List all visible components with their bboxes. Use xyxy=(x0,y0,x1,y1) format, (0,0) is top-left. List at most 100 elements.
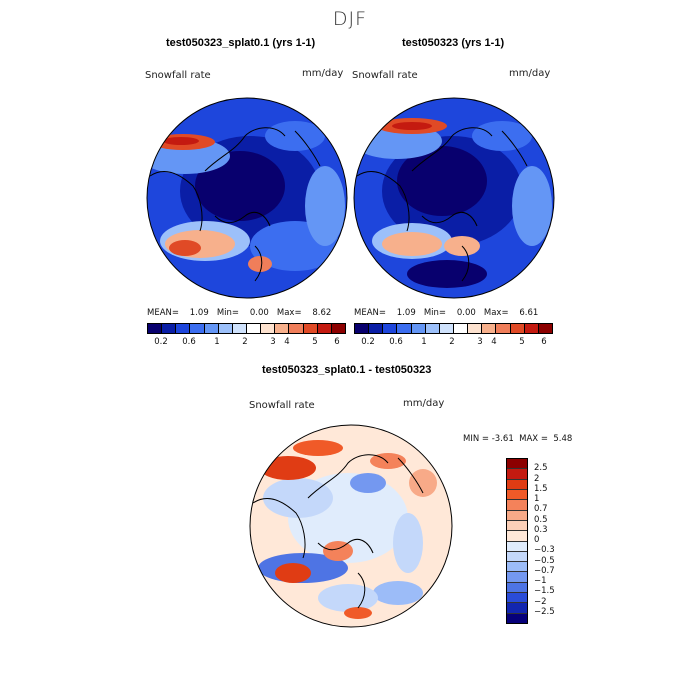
right-tick: 2 xyxy=(449,337,455,347)
colorbar-swatch xyxy=(190,324,205,333)
colorbar-swatch xyxy=(383,324,398,333)
diff-tick: 1 xyxy=(534,494,540,504)
right-tick: 4 xyxy=(491,337,497,347)
colorbar-swatch xyxy=(510,324,525,333)
colorbar-swatch xyxy=(507,531,527,542)
diff-tick: −2 xyxy=(534,597,547,607)
diff-tick: −0.7 xyxy=(534,566,555,576)
colorbar-swatch xyxy=(176,324,191,333)
colorbar-swatch xyxy=(482,324,497,333)
colorbar-swatch xyxy=(507,510,527,521)
right-units-label: mm/day xyxy=(509,68,551,79)
right-variable-label: Snowfall rate xyxy=(352,70,418,81)
left-tick: 0.2 xyxy=(154,337,168,347)
colorbar-swatch xyxy=(538,324,552,333)
diff-units-label: mm/day xyxy=(403,398,445,409)
left-tick: 0.6 xyxy=(182,337,196,347)
right-tick: 0.6 xyxy=(389,337,403,347)
colorbar-swatch xyxy=(148,324,163,333)
colorbar-swatch xyxy=(411,324,426,333)
right-stats-line: MEAN= 1.09 Min= 0.00 Max= 6.61 xyxy=(354,308,539,318)
left-panel-title: test050323_splat0.1 (yrs 1-1) xyxy=(166,37,316,49)
diff-max-label: MAX = xyxy=(519,434,548,444)
colorbar-swatch xyxy=(369,324,384,333)
colorbar-swatch xyxy=(507,582,527,594)
colorbar-swatch xyxy=(507,520,527,532)
diff-tick: −1.5 xyxy=(534,586,555,596)
left-tick: 2 xyxy=(242,337,248,347)
diff-tick: −1 xyxy=(534,576,547,586)
left-tick: 4 xyxy=(284,337,290,347)
left-tick: 3 xyxy=(270,337,276,347)
diff-min-label: MIN = xyxy=(463,434,490,444)
colorbar-swatch xyxy=(397,324,412,333)
diff-tick: −0.5 xyxy=(534,556,555,566)
colorbar-swatch xyxy=(204,324,219,333)
colorbar-swatch xyxy=(246,324,262,333)
right-tick: 5 xyxy=(519,337,525,347)
colorbar-swatch xyxy=(507,541,527,552)
diff-tick: 0.7 xyxy=(534,504,548,514)
colorbar-swatch xyxy=(218,324,233,333)
colorbar-swatch xyxy=(507,489,527,501)
colorbar-swatch xyxy=(425,324,440,333)
right-tick: 0.2 xyxy=(361,337,375,347)
colorbar-swatch xyxy=(507,603,527,614)
left-colorbar xyxy=(147,323,346,334)
diff-colorbar xyxy=(506,458,528,624)
left-colorbar-ticks: 0.2 0.6 1 2 3 4 5 6 xyxy=(147,337,344,349)
right-polar-map xyxy=(353,97,555,299)
diff-polar-map xyxy=(249,424,453,628)
colorbar-swatch xyxy=(232,324,247,333)
diff-tick: −2.5 xyxy=(534,607,555,617)
colorbar-swatch xyxy=(331,324,345,333)
diff-variable-label: Snowfall rate xyxy=(249,400,315,411)
left-stats-line: MEAN= 1.09 Min= 0.00 Max= 8.62 xyxy=(147,308,332,318)
colorbar-swatch xyxy=(507,593,527,604)
left-tick: 1 xyxy=(214,337,220,347)
diff-tick: −0.3 xyxy=(534,545,555,555)
colorbar-swatch xyxy=(507,459,527,470)
diff-min-max: MIN = -3.61 MAX = 5.48 xyxy=(463,434,572,444)
right-panel-title: test050323 (yrs 1-1) xyxy=(402,37,505,49)
colorbar-swatch xyxy=(162,324,177,333)
diff-min-value: -3.61 xyxy=(491,434,514,444)
colorbar-swatch xyxy=(468,324,483,333)
diff-tick: 0.5 xyxy=(534,515,548,525)
right-tick: 6 xyxy=(541,337,547,347)
colorbar-swatch xyxy=(355,324,370,333)
colorbar-swatch xyxy=(507,613,527,623)
colorbar-swatch xyxy=(261,324,276,333)
diff-tick: 0.3 xyxy=(534,525,548,535)
left-variable-label: Snowfall rate xyxy=(145,70,211,81)
season-title: DJF xyxy=(332,8,368,30)
colorbar-swatch xyxy=(289,324,304,333)
right-colorbar-ticks: 0.2 0.6 1 2 3 4 5 6 xyxy=(354,337,551,349)
colorbar-swatch xyxy=(439,324,454,333)
colorbar-swatch xyxy=(317,324,332,333)
diff-panel-title: test050323_splat0.1 - test050323 xyxy=(262,364,432,376)
left-units-label: mm/day xyxy=(302,68,344,79)
colorbar-swatch xyxy=(453,324,469,333)
diff-tick: 1.5 xyxy=(534,484,548,494)
colorbar-swatch xyxy=(275,324,290,333)
colorbar-swatch xyxy=(496,324,511,333)
diff-tick: 0 xyxy=(534,535,540,545)
colorbar-swatch xyxy=(524,324,539,333)
colorbar-swatch xyxy=(507,479,527,490)
diff-tick: 2 xyxy=(534,474,540,484)
right-tick: 3 xyxy=(477,337,483,347)
left-polar-map xyxy=(146,97,348,299)
right-colorbar xyxy=(354,323,553,334)
colorbar-swatch xyxy=(507,572,527,583)
diff-tick: 2.5 xyxy=(534,463,548,473)
left-tick: 5 xyxy=(312,337,318,347)
colorbar-swatch xyxy=(507,500,527,511)
colorbar-swatch xyxy=(507,562,527,573)
right-tick: 1 xyxy=(421,337,427,347)
diff-max-value: 5.48 xyxy=(553,434,573,444)
left-tick: 6 xyxy=(334,337,340,347)
colorbar-swatch xyxy=(507,551,527,563)
colorbar-swatch xyxy=(303,324,318,333)
colorbar-swatch xyxy=(507,469,527,480)
